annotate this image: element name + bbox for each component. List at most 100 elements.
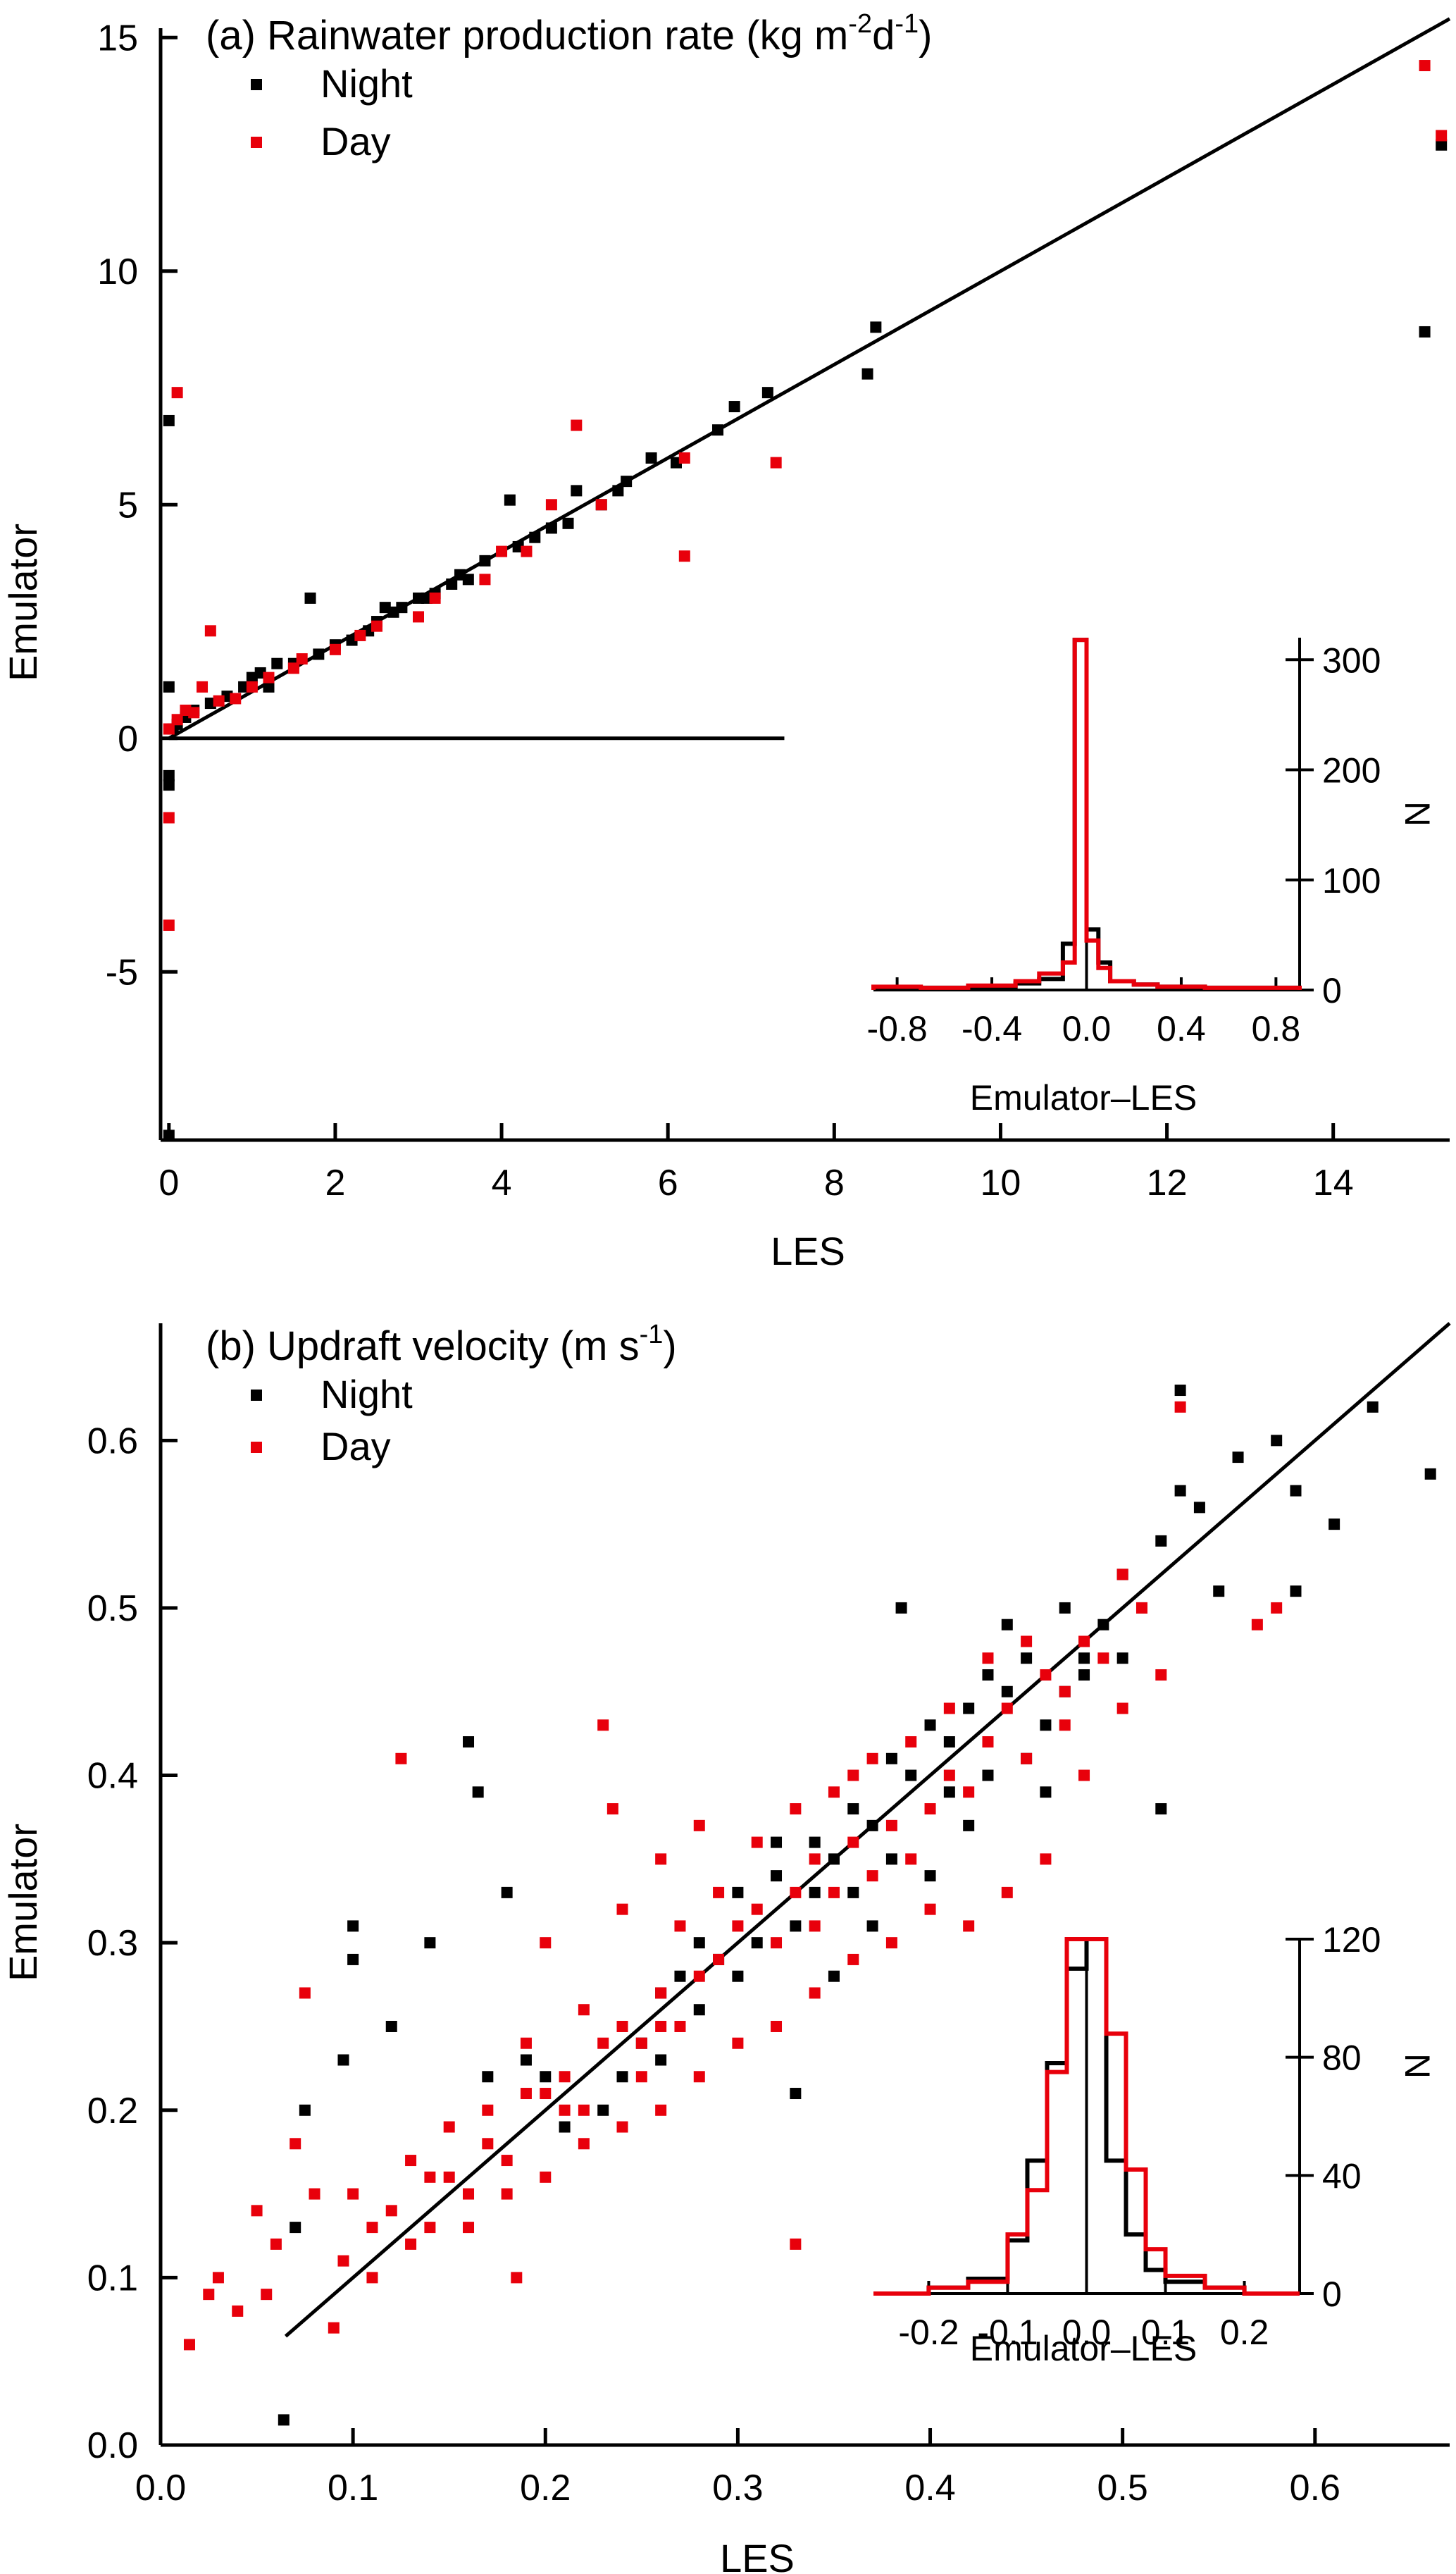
b-point-day	[405, 2238, 417, 2250]
b-point-day	[809, 1853, 821, 1865]
b-point-day	[771, 2020, 783, 2032]
b-point-day	[1116, 1702, 1128, 1714]
b-point-day	[482, 2104, 494, 2116]
b-point-night	[905, 1769, 917, 1781]
a-inset-y-tick-label: 0	[1322, 971, 1342, 1010]
b-y-tick-label: 0.6	[87, 1421, 138, 1461]
a-point-day	[296, 653, 308, 665]
a-inset-x-tick-label: 0.0	[1062, 1009, 1112, 1048]
b-point-night	[809, 1836, 821, 1848]
b-point-night	[337, 2054, 349, 2066]
b-point-day	[520, 2088, 532, 2100]
b-point-night	[597, 2104, 609, 2116]
b-point-night	[895, 1602, 907, 1614]
a-y-tick-label: 10	[97, 252, 138, 292]
a-legend-day-label: Day	[321, 119, 391, 163]
b-point-day	[597, 1719, 609, 1731]
a-point-night	[396, 602, 408, 614]
a-inset-x-tick-label: 0.8	[1252, 1009, 1301, 1048]
a-point-night	[761, 387, 773, 399]
b-point-day	[1271, 1602, 1283, 1614]
b-point-day	[183, 2339, 195, 2351]
a-point-night	[645, 452, 657, 464]
a-x-tick-label: 4	[492, 1163, 512, 1204]
b-point-day	[924, 1803, 936, 1815]
a-inset-x-tick-label: 0.4	[1157, 1009, 1206, 1048]
b-point-day	[1078, 1769, 1090, 1781]
b-point-day	[885, 1937, 897, 1949]
a-inset-y-tick-label: 300	[1322, 641, 1381, 680]
b-point-day	[751, 1903, 763, 1915]
a-inset-y-tick-label: 200	[1322, 751, 1381, 791]
b-point-day	[674, 2020, 686, 2032]
b-point-day	[1059, 1719, 1071, 1731]
b-point-day	[347, 2188, 359, 2200]
b-point-day	[616, 2020, 628, 2032]
b-point-night	[540, 2071, 552, 2083]
b-point-day	[847, 1836, 859, 1848]
b-point-day	[847, 1953, 859, 1965]
b-point-day	[943, 1702, 955, 1714]
a-point-day	[571, 419, 583, 431]
b-point-night	[771, 1870, 783, 1882]
a-point-night	[163, 1130, 175, 1141]
b-point-night	[674, 1970, 686, 1982]
b-point-day	[655, 1853, 667, 1865]
b-point-night	[828, 1853, 840, 1865]
b-y-tick-label: 0.1	[87, 2258, 138, 2298]
a-y-axis-label: Emulator	[1, 524, 45, 681]
a-point-night	[304, 592, 316, 604]
a-inset-x-tick-label: -0.8	[867, 1009, 928, 1048]
b-point-day	[511, 2272, 523, 2284]
b-point-night	[693, 2004, 705, 2016]
a-x-tick-label: 14	[1313, 1163, 1354, 1204]
b-scatter-points	[183, 1385, 1436, 2426]
b-point-day	[520, 2037, 532, 2049]
b-point-night	[847, 1803, 859, 1815]
b-point-night	[1155, 1803, 1167, 1815]
b-point-night	[1040, 1719, 1052, 1731]
b-x-axis-label: LES	[720, 2536, 795, 2574]
b-point-day	[866, 1752, 878, 1764]
a-point-night	[313, 648, 325, 660]
b-x-tick-label: 0.5	[1097, 2468, 1148, 2508]
a-point-night	[870, 321, 882, 333]
b-point-night	[501, 1886, 513, 1898]
b-point-night	[299, 2104, 311, 2116]
a-point-day	[429, 592, 441, 604]
a-x-tick-label: 10	[981, 1163, 1021, 1204]
b-point-day	[655, 1987, 667, 1999]
b-point-night	[1155, 1535, 1167, 1547]
a-point-day	[163, 920, 175, 932]
a-point-day	[413, 611, 424, 623]
a-inset-hist-day	[871, 638, 1302, 990]
b-point-day	[1155, 1669, 1167, 1681]
b-point-day	[366, 2222, 378, 2234]
b-point-day	[597, 2037, 609, 2049]
a-y-tick-label: 0	[118, 719, 138, 760]
b-point-day	[963, 1786, 975, 1798]
b-point-day	[790, 1803, 802, 1815]
a-point-night	[529, 531, 541, 543]
b-point-day	[1040, 1669, 1052, 1681]
b-point-night	[885, 1853, 897, 1865]
b-point-day	[982, 1736, 994, 1748]
b-point-day	[1059, 1685, 1071, 1697]
b-point-day	[1097, 1652, 1109, 1664]
a-point-day	[545, 499, 557, 511]
b-point-night	[424, 1937, 436, 1949]
a-x-tick-label: 8	[824, 1163, 845, 1204]
b-point-day	[655, 2104, 667, 2116]
b-point-day	[559, 2071, 571, 2083]
b-point-day	[203, 2289, 215, 2301]
b-point-night	[1001, 1619, 1013, 1631]
b-point-night	[1271, 1435, 1283, 1447]
a-point-day	[678, 452, 690, 464]
b-inset-y-tick-label: 80	[1322, 2038, 1362, 2078]
b-point-day	[732, 1920, 744, 1932]
b-legend-day-marker	[251, 1442, 262, 1453]
b-point-day	[751, 1836, 763, 1848]
b-point-day	[616, 1903, 628, 1915]
b-x-tick-label: 0.1	[328, 2468, 378, 2508]
b-point-night	[924, 1870, 936, 1882]
